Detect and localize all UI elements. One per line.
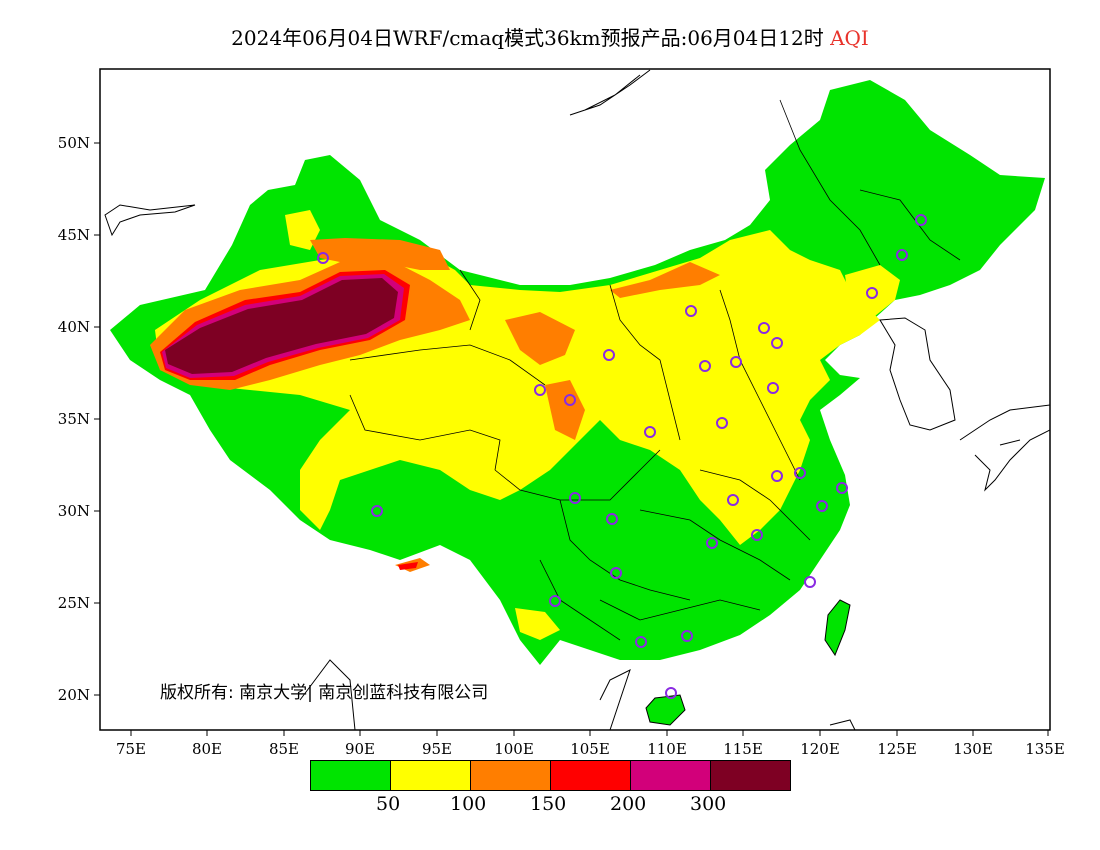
station-marker [915, 214, 927, 226]
lon-ticks [130, 730, 1049, 736]
legend-swatch-unhealthy [551, 761, 631, 790]
lon-label: 115E [723, 740, 763, 758]
yellow-zone-south-patch [515, 608, 560, 640]
station-marker [685, 305, 697, 317]
station-marker [317, 252, 329, 264]
yellow-zone-liaoning [845, 265, 900, 320]
color-legend [310, 760, 791, 791]
lat-labels: 50N 45N 40N 35N 30N 25N 20N [58, 134, 90, 704]
station-marker [564, 394, 576, 406]
title-main: 2024年06月04日WRF/cmaq模式36km预报产品:06月04日12时 [231, 26, 824, 50]
station-marker [716, 417, 728, 429]
hainan-island [645, 694, 686, 726]
station-marker [771, 337, 783, 349]
station-marker [804, 576, 816, 588]
station-marker [727, 494, 739, 506]
station-marker [569, 492, 581, 504]
lon-label: 80E [192, 740, 222, 758]
title-variable: AQI [830, 26, 869, 50]
lon-label: 130E [953, 740, 993, 758]
station-marker [896, 249, 908, 261]
russia-outline [569, 69, 651, 116]
orange-zone-north-strip [310, 238, 450, 270]
lat-label: 50N [58, 134, 90, 152]
station-marker [603, 349, 615, 361]
southeast-asia-outline [299, 659, 856, 730]
lat-ticks [94, 142, 100, 696]
legend-label: 150 [530, 793, 567, 815]
taiwan-island [824, 599, 851, 657]
station-marker [635, 636, 647, 648]
station-marker [371, 505, 383, 517]
lat-label: 45N [58, 226, 90, 244]
lon-label: 95E [422, 740, 452, 758]
japan-outline [959, 404, 1050, 492]
station-marker [794, 467, 806, 479]
lat-label: 40N [58, 318, 90, 336]
orange-zone-ordos [545, 380, 585, 440]
lat-label: 25N [58, 594, 90, 612]
lon-label: 85E [269, 740, 299, 758]
station-marker [699, 360, 711, 372]
station-marker [665, 687, 677, 699]
lon-label: 125E [877, 740, 917, 758]
station-marker [610, 567, 622, 579]
station-marker [816, 500, 828, 512]
station-marker [549, 595, 561, 607]
lon-label: 100E [494, 740, 534, 758]
station-marker [706, 537, 718, 549]
lon-labels: 75E 80E 85E 90E 95E 100E 105E 110E 115E … [116, 740, 1065, 758]
legend-swatch-good [311, 761, 391, 790]
lon-label: 105E [570, 740, 610, 758]
orange-zone-north [610, 262, 720, 298]
map-title: 2024年06月04日WRF/cmaq模式36km预报产品:06月04日12时 … [0, 22, 1100, 51]
station-marker [758, 322, 770, 334]
red-zone-tibet-south [398, 562, 418, 570]
station-marker [767, 382, 779, 394]
legend-label: 50 [376, 793, 401, 815]
station-marker [681, 630, 693, 642]
station-marker [866, 287, 878, 299]
lon-label: 135E [1025, 740, 1065, 758]
station-markers [317, 214, 927, 699]
orange-zone-inner-mongolia [505, 312, 575, 365]
lat-label: 30N [58, 502, 90, 520]
lon-label: 110E [647, 740, 687, 758]
station-marker [730, 356, 742, 368]
station-marker [644, 426, 656, 438]
legend-label: 200 [610, 793, 647, 815]
kazakh-outline [104, 204, 196, 237]
legend-label: 100 [450, 793, 487, 815]
map-frame-border [99, 68, 1051, 731]
legend-swatch-hazardous [711, 761, 790, 790]
station-marker [534, 384, 546, 396]
legend-swatch-moderate [391, 761, 471, 790]
lon-label: 90E [345, 740, 375, 758]
lon-label: 75E [116, 740, 146, 758]
lat-label: 35N [58, 410, 90, 428]
korea-peninsula [879, 317, 956, 431]
maroon-zone-tarim [165, 278, 398, 374]
legend-label: 300 [690, 793, 727, 815]
legend-swatch-usg [471, 761, 551, 790]
lon-label: 120E [800, 740, 840, 758]
station-marker [771, 470, 783, 482]
station-marker [606, 513, 618, 525]
station-marker [836, 482, 848, 494]
map-content [104, 69, 1050, 730]
lat-label: 20N [58, 686, 90, 704]
station-marker [751, 529, 763, 541]
copyright-notice: 版权所有: 南京大学| 南京创蓝科技有限公司 [160, 683, 489, 703]
legend-swatch-very-unhealthy [631, 761, 711, 790]
